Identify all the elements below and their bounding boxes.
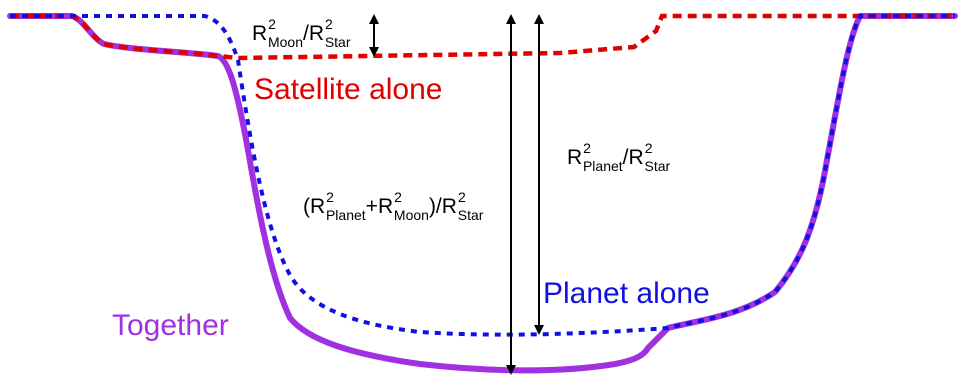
satellite-alone-curve (10, 13, 955, 61)
planet-alone-curve (10, 14, 955, 337)
satellite-alone-label: Satellite alone (254, 73, 442, 106)
moon-depth-formula: R2 Moon/R2 Star (252, 16, 351, 50)
together-label: Together (112, 309, 229, 342)
combined-depth-formula: (R2 Planet+R2 Moon)/R2 Star (303, 189, 484, 223)
planet-depth-formula: R2 Planet/R2 Star (567, 140, 670, 174)
planet-alone-label: Planet alone (543, 277, 710, 310)
